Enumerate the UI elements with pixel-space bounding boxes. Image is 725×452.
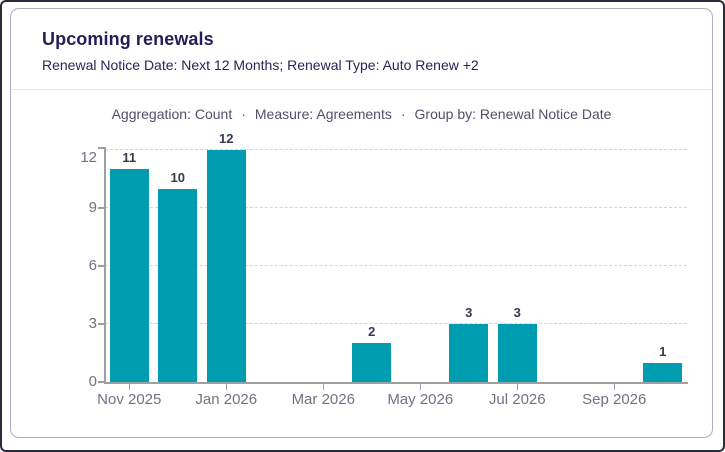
groupby-setting: Group by: Renewal Notice Date [414,106,612,122]
bar-value-apr-2026: 2 [368,324,376,340]
x-tick-1 [225,383,228,390]
card-subtitle: Renewal Notice Date: Next 12 Months; Ren… [42,57,479,73]
bar-value-nov-2025: 11 [122,150,137,166]
y-tick-3 [98,323,104,325]
bar-chart: 0 3 6 9 12 11 10 12 2 3 3 1 Nov 2025 Jan 2026 Mar 2026… [11,9,712,437]
y-tick-9 [98,207,104,209]
bar-value-jun-2026: 3 [465,305,473,320]
y-tick-6 [98,265,104,267]
bar-jan-2026[interactable] [206,150,246,382]
bar-nov-2025[interactable] [109,169,149,382]
bar-oct-2026[interactable] [643,362,683,382]
x-axis-label-2: Mar 2026 [291,391,355,408]
x-tick-0 [128,383,131,390]
y-axis-label-3: 3 [88,315,97,332]
gridline-6 [105,265,687,266]
x-tick-2 [322,383,325,390]
gridline-9 [105,207,687,208]
card-header: Upcoming renewals Renewal Notice Date: N… [42,29,692,73]
y-axis-top-cap [98,147,104,149]
card-title: Upcoming renewals [42,29,214,49]
x-tick-3 [419,383,422,390]
bar-value-jan-2026: 12 [219,131,234,146]
dot-separator: · [400,106,406,122]
bar-dec-2025[interactable] [158,188,198,382]
x-axis-label-5: Sep 2026 [582,391,647,408]
bar-apr-2026[interactable] [352,343,392,382]
x-axis-label-1: Jan 2026 [195,391,258,408]
aggregation-setting: Aggregation: Count [111,106,233,122]
chart-settings-line: Aggregation: Count · Measure: Agreements · G… [11,106,712,122]
bar-jun-2026[interactable] [449,324,489,382]
header-divider [11,89,712,90]
x-axis-line [104,382,688,384]
x-axis-label-4: Jul 2026 [488,391,546,408]
y-axis-label-0: 0 [88,373,97,390]
gridline-12 [105,149,687,150]
x-axis-label-3: May 2026 [387,391,454,408]
y-axis-label-6: 6 [88,257,97,274]
y-axis-line [104,147,106,382]
bar-jul-2026[interactable] [497,324,537,382]
gridline-3 [105,323,687,324]
x-tick-4 [516,383,519,390]
measure-setting: Measure: Agreements [254,106,392,122]
y-axis-label-9: 9 [88,199,97,216]
bar-value-dec-2025: 10 [170,169,185,185]
x-axis-label-0: Nov 2025 [97,391,162,408]
x-tick-5 [613,383,616,390]
upcoming-renewals-card: Upcoming renewals Renewal Notice Date: N… [10,8,713,438]
dot-separator: · [241,106,246,122]
bar-value-jul-2026: 3 [513,305,521,320]
y-tick-0 [98,381,104,383]
bar-value-oct-2026: 1 [659,343,667,359]
y-axis-label-12: 12 [80,149,97,166]
